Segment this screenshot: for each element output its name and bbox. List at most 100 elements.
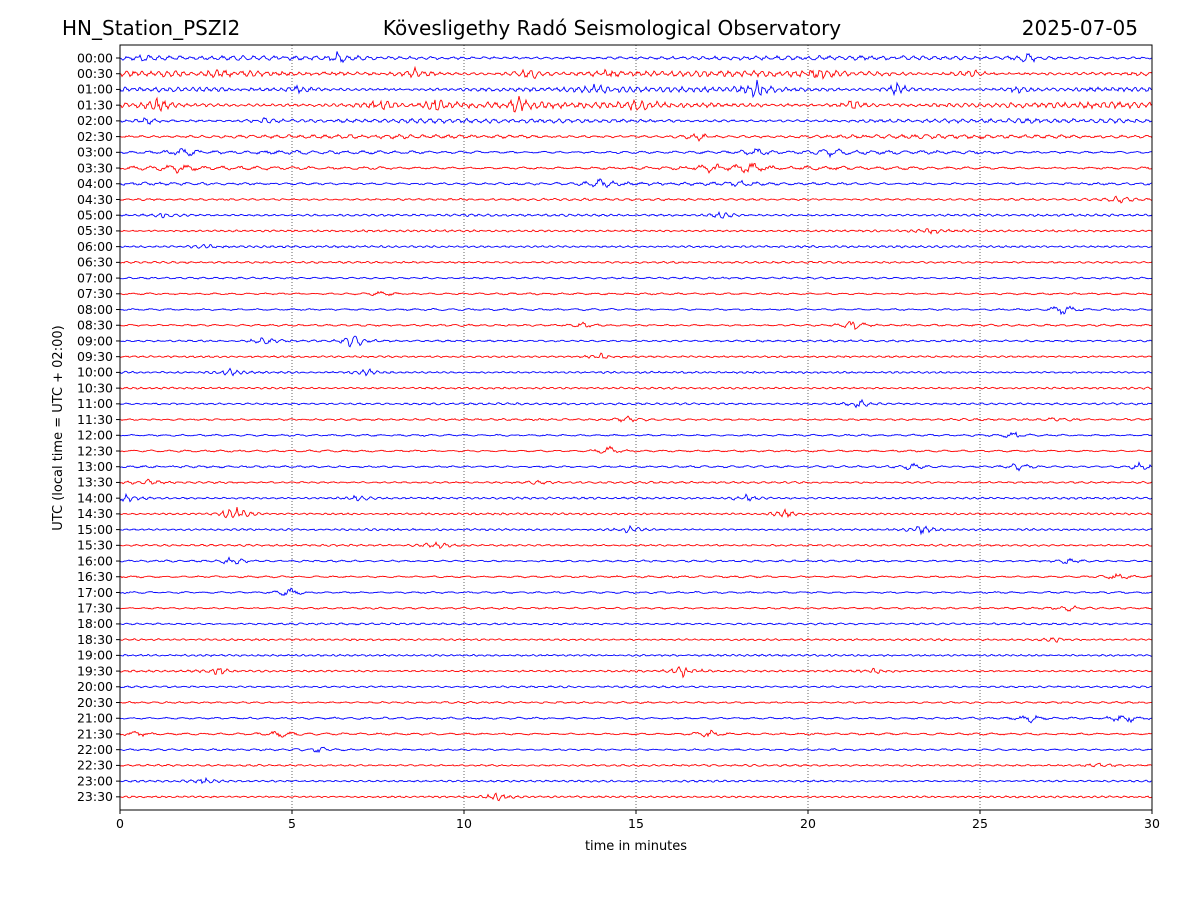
trace-line	[119, 492, 1153, 503]
y-tick-label: 22:00	[77, 742, 113, 757]
trace-line	[119, 572, 1153, 580]
vertical-gridlines	[291, 45, 981, 810]
trace-line	[119, 211, 1153, 219]
trace-line	[119, 431, 1153, 439]
y-tick-label: 13:30	[77, 475, 113, 490]
trace-line	[119, 398, 1153, 409]
trace-line	[119, 746, 1153, 754]
x-tick-label: 15	[628, 816, 644, 831]
y-tick-label: 08:00	[77, 302, 113, 317]
y-tick-label: 00:30	[77, 66, 113, 81]
y-tick-label: 09:30	[77, 349, 113, 364]
trace-line	[119, 79, 1153, 99]
y-tick-label: 12:00	[77, 428, 113, 443]
trace-line	[119, 276, 1153, 280]
trace-line	[119, 714, 1153, 724]
y-tick-label: 02:00	[77, 113, 113, 128]
y-tick-label: 18:30	[77, 632, 113, 647]
trace-line	[119, 762, 1153, 768]
y-tick-label: 11:00	[77, 396, 113, 411]
y-tick-label: 14:00	[77, 490, 113, 505]
y-tick-label: 20:30	[77, 695, 113, 710]
y-tick-label: 04:00	[77, 176, 113, 191]
y-tick-label: 23:00	[77, 773, 113, 788]
trace-line	[119, 776, 1153, 785]
y-tick-label: 15:00	[77, 522, 113, 537]
trace-line	[119, 478, 1153, 485]
y-tick-label: 23:30	[77, 789, 113, 804]
trace-line	[119, 386, 1153, 390]
trace-line	[119, 653, 1153, 658]
trace-line	[119, 729, 1153, 738]
y-tick-label: 05:00	[77, 208, 113, 223]
trace-line	[119, 195, 1153, 204]
trace-line	[119, 665, 1153, 679]
trace-line	[119, 415, 1153, 423]
station-name: HN_Station_PSZI2	[62, 16, 240, 40]
trace-line	[119, 792, 1153, 802]
y-tick-label: 07:30	[77, 286, 113, 301]
y-tick-label: 16:30	[77, 569, 113, 584]
trace-line	[119, 65, 1153, 80]
trace-line	[119, 116, 1153, 126]
y-tick-label: 13:00	[77, 459, 113, 474]
trace-line	[119, 507, 1153, 519]
y-tick-label: 09:00	[77, 333, 113, 348]
y-tick-label: 20:00	[77, 679, 113, 694]
trace-line	[119, 321, 1153, 331]
chart-title: Kövesligethy Radó Seismological Observat…	[383, 16, 841, 40]
y-tick-label: 01:00	[77, 82, 113, 97]
x-tick-label: 30	[1144, 816, 1160, 831]
y-tick-label: 12:30	[77, 443, 113, 458]
trace-line	[119, 335, 1153, 348]
trace-line	[119, 51, 1153, 64]
trace-line	[119, 622, 1153, 626]
trace-group	[119, 51, 1153, 802]
y-tick-label: 05:30	[77, 223, 113, 238]
y-tick-labels: 00:0000:3001:0001:3002:0002:3003:0003:30…	[77, 50, 120, 804]
trace-line	[119, 352, 1153, 359]
y-tick-label: 08:30	[77, 318, 113, 333]
trace-line	[119, 605, 1153, 612]
trace-line	[119, 133, 1153, 142]
x-tick-label: 5	[288, 816, 296, 831]
y-axis-label: UTC (local time = UTC + 02:00)	[51, 325, 66, 530]
y-tick-label: 21:00	[77, 711, 113, 726]
trace-line	[119, 290, 1153, 297]
y-tick-label: 07:00	[77, 270, 113, 285]
x-tick-label: 10	[456, 816, 472, 831]
x-tick-label: 20	[800, 816, 816, 831]
y-tick-label: 03:30	[77, 160, 113, 175]
trace-line	[119, 178, 1153, 189]
x-tick-label: 0	[116, 816, 124, 831]
y-tick-label: 17:30	[77, 601, 113, 616]
trace-line	[119, 556, 1153, 565]
chart-date: 2025-07-05	[1022, 16, 1138, 40]
y-tick-label: 21:30	[77, 726, 113, 741]
y-tick-label: 19:30	[77, 663, 113, 678]
x-ticks: 0 5 10 15 20 25 30	[116, 810, 1160, 831]
trace-line	[119, 260, 1153, 265]
trace-line	[119, 96, 1153, 113]
y-tick-label: 22:30	[77, 758, 113, 773]
y-tick-label: 02:30	[77, 129, 113, 144]
plot-frame	[119, 44, 1153, 811]
trace-line	[119, 228, 1153, 235]
trace-line	[119, 445, 1153, 454]
trace-line	[119, 587, 1153, 597]
y-tick-label: 10:30	[77, 380, 113, 395]
trace-line	[119, 162, 1153, 174]
trace-line	[119, 637, 1153, 643]
y-tick-label: 06:30	[77, 255, 113, 270]
y-tick-label: 16:00	[77, 553, 113, 568]
y-tick-label: 11:30	[77, 412, 113, 427]
y-tick-label: 04:30	[77, 192, 113, 207]
trace-line	[119, 685, 1153, 689]
trace-line	[119, 541, 1153, 550]
y-tick-label: 14:30	[77, 506, 113, 521]
trace-line	[119, 148, 1153, 159]
y-tick-label: 18:00	[77, 616, 113, 631]
trace-line	[119, 461, 1153, 472]
trace-line	[119, 243, 1153, 249]
